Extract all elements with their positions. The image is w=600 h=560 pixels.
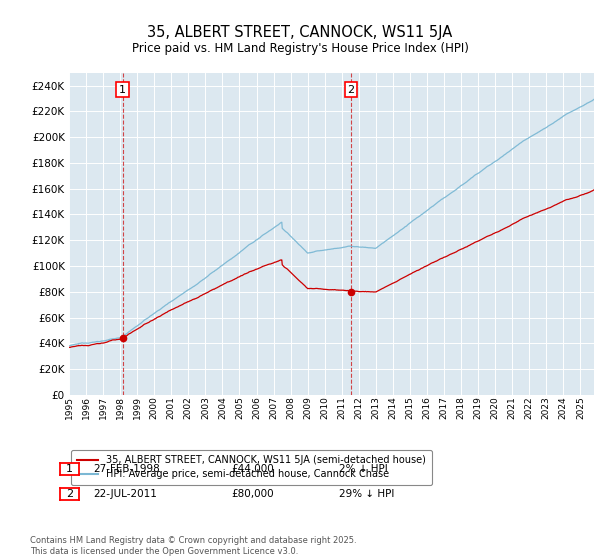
Text: 2: 2 [66, 489, 73, 499]
Text: Price paid vs. HM Land Registry's House Price Index (HPI): Price paid vs. HM Land Registry's House … [131, 42, 469, 55]
Text: 1: 1 [119, 85, 126, 95]
Legend: 35, ALBERT STREET, CANNOCK, WS11 5JA (semi-detached house), HPI: Average price, : 35, ALBERT STREET, CANNOCK, WS11 5JA (se… [71, 450, 432, 485]
Text: 27-FEB-1998: 27-FEB-1998 [93, 464, 160, 474]
Text: 35, ALBERT STREET, CANNOCK, WS11 5JA: 35, ALBERT STREET, CANNOCK, WS11 5JA [148, 25, 452, 40]
Text: £80,000: £80,000 [231, 489, 274, 499]
Text: Contains HM Land Registry data © Crown copyright and database right 2025.
This d: Contains HM Land Registry data © Crown c… [30, 536, 356, 556]
Text: 2% ↓ HPI: 2% ↓ HPI [339, 464, 388, 474]
Text: £44,000: £44,000 [231, 464, 274, 474]
Text: 1: 1 [66, 464, 73, 474]
Text: 2: 2 [347, 85, 355, 95]
Text: 29% ↓ HPI: 29% ↓ HPI [339, 489, 394, 499]
Text: 22-JUL-2011: 22-JUL-2011 [93, 489, 157, 499]
